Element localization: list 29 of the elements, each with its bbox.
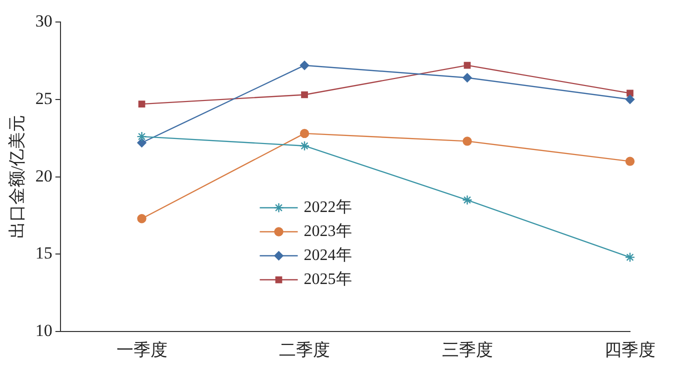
- x-tick-label: 三季度: [442, 340, 493, 360]
- x-tick-label: 四季度: [604, 340, 656, 360]
- x-tick-label: 二季度: [279, 340, 330, 360]
- point: [300, 60, 310, 70]
- point: [624, 252, 636, 262]
- legend-label: 2025年: [304, 270, 352, 288]
- legend-label: 2023年: [304, 222, 352, 240]
- y-tick-label: 15: [35, 244, 52, 263]
- legend-label: 2024年: [304, 246, 352, 264]
- point: [626, 90, 634, 97]
- point: [138, 100, 146, 108]
- point: [462, 194, 472, 206]
- point: [137, 214, 146, 224]
- point: [301, 91, 308, 98]
- y-tick-label: 10: [35, 321, 52, 340]
- point: [462, 136, 472, 146]
- point: [464, 62, 471, 69]
- x-tick-label: 一季度: [116, 340, 168, 360]
- y-tick-label: 30: [35, 11, 52, 30]
- point: [625, 94, 635, 104]
- y-tick-label: 20: [35, 166, 52, 186]
- point: [300, 128, 310, 138]
- legend-label: 2022年: [304, 198, 352, 216]
- y-tick-label: 25: [35, 88, 52, 108]
- point: [136, 131, 147, 142]
- y-axis-title: 出口金额/亿美元: [8, 114, 27, 239]
- point: [299, 140, 310, 151]
- point: [462, 73, 472, 82]
- point: [625, 156, 635, 166]
